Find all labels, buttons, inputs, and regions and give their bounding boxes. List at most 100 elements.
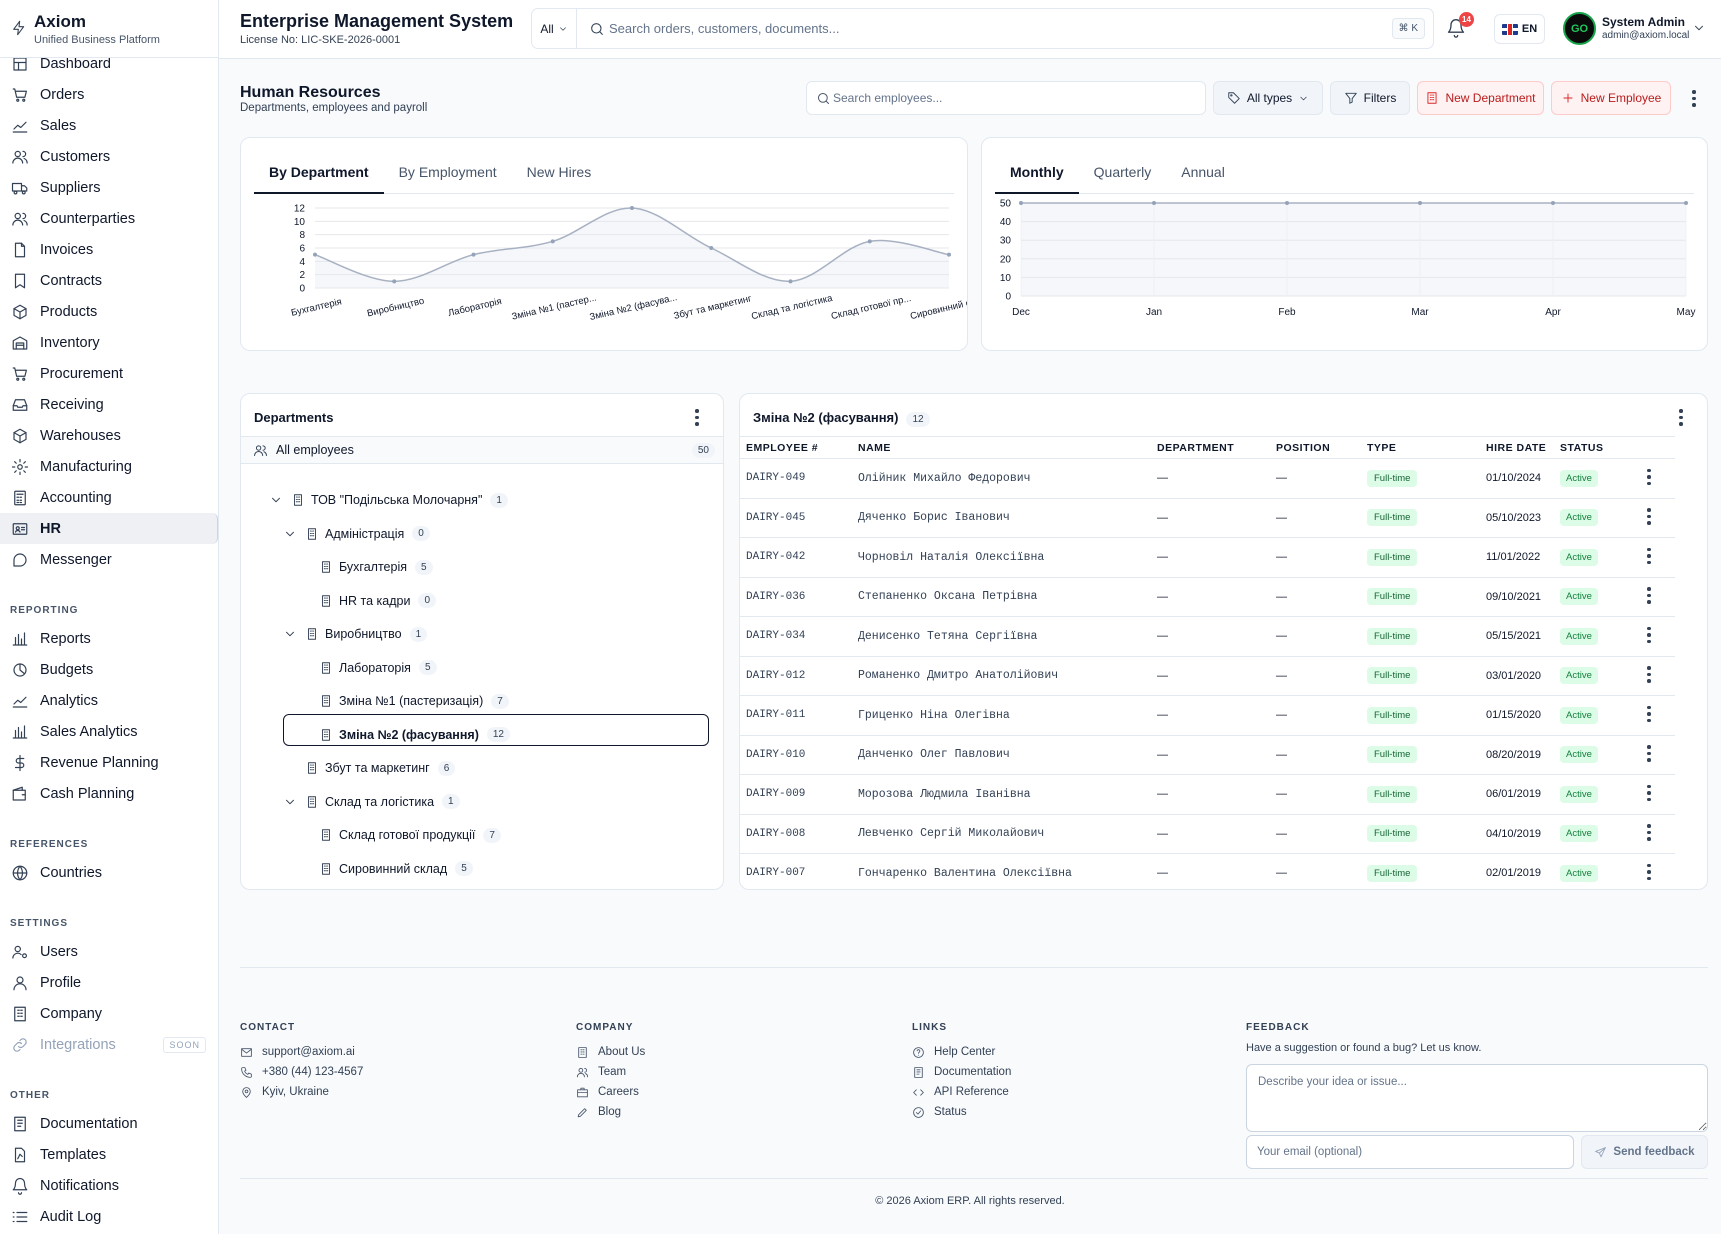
employee-search-input[interactable] bbox=[807, 82, 1205, 114]
tab-annual[interactable]: Annual bbox=[1181, 164, 1225, 180]
table-row[interactable]: DAIRY-010 Данченко Олег Павлович — — Full-ti… bbox=[740, 735, 1675, 775]
sidebar-item-templates[interactable]: Templates bbox=[0, 1139, 218, 1170]
sidebar-item-warehouses[interactable]: Warehouses bbox=[0, 420, 218, 451]
sidebar-item-products[interactable]: Products bbox=[0, 296, 218, 327]
sidebar-item-suppliers[interactable]: Suppliers bbox=[0, 172, 218, 203]
filters-button[interactable]: Filters bbox=[1330, 81, 1410, 115]
search-scope-select[interactable]: All bbox=[532, 9, 577, 48]
global-search-input[interactable] bbox=[577, 9, 1433, 48]
avatar[interactable]: GO bbox=[1563, 12, 1596, 45]
chevron-down-icon[interactable] bbox=[283, 527, 297, 541]
department-node[interactable]: Збут та маркетинг 6 bbox=[305, 757, 456, 779]
footer-link-careers[interactable]: Careers bbox=[576, 1082, 645, 1102]
department-node[interactable]: Зміна №1 (пастеризація) 7 bbox=[319, 690, 509, 712]
row-more-icon[interactable] bbox=[1647, 587, 1651, 604]
sidebar-item-cash-planning[interactable]: Cash Planning bbox=[0, 778, 218, 809]
tab-by-department[interactable]: By Department bbox=[254, 158, 384, 194]
sidebar-item-audit-log[interactable]: Audit Log bbox=[0, 1201, 218, 1232]
chevron-down-icon[interactable] bbox=[269, 493, 283, 507]
column-header-hire-date[interactable]: HIRE DATE bbox=[1480, 436, 1554, 459]
sidebar-item-sales[interactable]: Sales bbox=[0, 110, 218, 141]
sidebar-item-revenue-planning[interactable]: Revenue Planning bbox=[0, 747, 218, 778]
row-more-icon[interactable] bbox=[1647, 547, 1651, 564]
sidebar-item-inventory[interactable]: Inventory bbox=[0, 327, 218, 358]
row-more-icon[interactable] bbox=[1647, 705, 1651, 722]
tab-monthly[interactable]: Monthly bbox=[995, 158, 1079, 194]
department-node[interactable]: HR та кадри 0 bbox=[319, 590, 437, 612]
sidebar-item-manufacturing[interactable]: Manufacturing bbox=[0, 451, 218, 482]
sidebar-item-profile[interactable]: Profile bbox=[0, 967, 218, 998]
sidebar-item-receiving[interactable]: Receiving bbox=[0, 389, 218, 420]
footer-link-blog[interactable]: Blog bbox=[576, 1102, 645, 1122]
department-node[interactable]: Адміністрація 0 bbox=[305, 523, 430, 545]
new-employee-button[interactable]: New Employee bbox=[1551, 81, 1671, 115]
footer-link-support-axiom-ai[interactable]: support@axiom.ai bbox=[240, 1042, 363, 1062]
sidebar-item-counterparties[interactable]: Counterparties bbox=[0, 203, 218, 234]
column-header-employee[interactable]: EMPLOYEE # bbox=[740, 436, 852, 459]
table-row[interactable]: DAIRY-042 Чорновіл Наталія Олексіївна — — Fu… bbox=[740, 537, 1675, 578]
footer-link-documentation[interactable]: Documentation bbox=[912, 1062, 1011, 1082]
column-header-department[interactable]: DEPARTMENT bbox=[1151, 436, 1270, 459]
row-more-icon[interactable] bbox=[1647, 666, 1651, 683]
notifications-bell-icon[interactable] bbox=[1446, 18, 1466, 38]
row-more-icon[interactable] bbox=[1647, 626, 1651, 643]
sidebar-item-company[interactable]: Company bbox=[0, 998, 218, 1029]
sidebar-item-budgets[interactable]: Budgets bbox=[0, 654, 218, 685]
tab-by-employment[interactable]: By Employment bbox=[398, 164, 497, 180]
column-header-status[interactable]: STATUS bbox=[1554, 436, 1614, 459]
sidebar-item-sales-analytics[interactable]: Sales Analytics bbox=[0, 716, 218, 747]
sidebar-item-invoices[interactable]: Invoices bbox=[0, 234, 218, 265]
department-node[interactable]: Сировинний склад 5 bbox=[319, 858, 473, 880]
department-node[interactable]: Бухгалтерія 5 bbox=[319, 556, 433, 578]
employees-more-icon[interactable] bbox=[1679, 409, 1683, 429]
table-row[interactable]: DAIRY-045 Дяченко Борис Іванович — — Full-ti… bbox=[740, 498, 1675, 538]
table-row[interactable]: DAIRY-012 Романенко Дмитро Анатолійович — —… bbox=[740, 656, 1675, 696]
sidebar-item-accounting[interactable]: Accounting bbox=[0, 482, 218, 513]
row-more-icon[interactable] bbox=[1647, 863, 1651, 880]
table-row[interactable]: DAIRY-036 Степаненко Оксана Петрівна — — Ful… bbox=[740, 577, 1675, 617]
feedback-textarea[interactable] bbox=[1246, 1064, 1708, 1132]
user-menu-chevron-icon[interactable] bbox=[1692, 21, 1706, 35]
table-row[interactable]: DAIRY-008 Левченко Сергій Миколайович — — Fu… bbox=[740, 814, 1675, 854]
department-node[interactable]: Склад та логістика 1 bbox=[305, 791, 460, 813]
department-node[interactable]: Зміна №2 (фасування) 12 bbox=[319, 724, 510, 746]
language-switcher[interactable]: EN bbox=[1494, 14, 1545, 44]
sidebar-item-notifications[interactable]: Notifications bbox=[0, 1170, 218, 1201]
sidebar-item-messenger[interactable]: Messenger bbox=[0, 544, 218, 575]
table-row[interactable]: DAIRY-009 Морозова Людмила Іванівна — — Full… bbox=[740, 774, 1675, 815]
sidebar-item-hr[interactable]: HR bbox=[0, 513, 218, 544]
department-node[interactable]: Виробництво 1 bbox=[305, 623, 428, 645]
tab-new-hires[interactable]: New Hires bbox=[526, 164, 592, 180]
footer-link-about-us[interactable]: About Us bbox=[576, 1042, 645, 1062]
page-more-menu-icon[interactable] bbox=[1692, 90, 1696, 110]
department-node[interactable]: Лабораторія 5 bbox=[319, 657, 437, 679]
row-more-icon[interactable] bbox=[1647, 508, 1651, 525]
row-more-icon[interactable] bbox=[1647, 468, 1651, 485]
sidebar-item-orders[interactable]: Orders bbox=[0, 79, 218, 110]
table-row[interactable]: DAIRY-011 Гриценко Ніна Олегівна — — Full-ti… bbox=[740, 695, 1675, 736]
footer-link-help-center[interactable]: Help Center bbox=[912, 1042, 1011, 1062]
sidebar-item-analytics[interactable]: Analytics bbox=[0, 685, 218, 716]
chevron-down-icon[interactable] bbox=[283, 795, 297, 809]
sidebar-item-countries[interactable]: Countries bbox=[0, 857, 218, 888]
footer-link-api-reference[interactable]: API Reference bbox=[912, 1082, 1011, 1102]
chevron-down-icon[interactable] bbox=[283, 627, 297, 641]
sidebar-item-customers[interactable]: Customers bbox=[0, 141, 218, 172]
all-types-dropdown[interactable]: All types bbox=[1213, 81, 1323, 115]
sidebar-item-procurement[interactable]: Procurement bbox=[0, 358, 218, 389]
footer-link-380-44-123-4567[interactable]: +380 (44) 123-4567 bbox=[240, 1062, 363, 1082]
sidebar-item-users[interactable]: Users bbox=[0, 936, 218, 967]
department-node[interactable]: ТОВ "Подільська Молочарня" 1 bbox=[291, 489, 508, 511]
table-row[interactable]: DAIRY-007 Гончаренко Валентина Олексіївна… bbox=[740, 853, 1675, 889]
footer-link-kyiv-ukraine[interactable]: Kyiv, Ukraine bbox=[240, 1082, 363, 1102]
department-node[interactable]: Склад готової продукції 7 bbox=[319, 824, 501, 846]
row-more-icon[interactable] bbox=[1647, 784, 1651, 801]
footer-link-status[interactable]: Status bbox=[912, 1102, 1011, 1122]
tab-quarterly[interactable]: Quarterly bbox=[1093, 164, 1152, 180]
table-row[interactable]: DAIRY-049 Олійник Михайло Федорович — — Full… bbox=[740, 458, 1675, 499]
departments-more-icon[interactable] bbox=[695, 409, 699, 429]
sidebar-item-documentation[interactable]: Documentation bbox=[0, 1108, 218, 1139]
sidebar-item-reports[interactable]: Reports bbox=[0, 623, 218, 654]
send-feedback-button[interactable]: Send feedback bbox=[1581, 1135, 1708, 1169]
row-more-icon[interactable] bbox=[1647, 745, 1651, 762]
